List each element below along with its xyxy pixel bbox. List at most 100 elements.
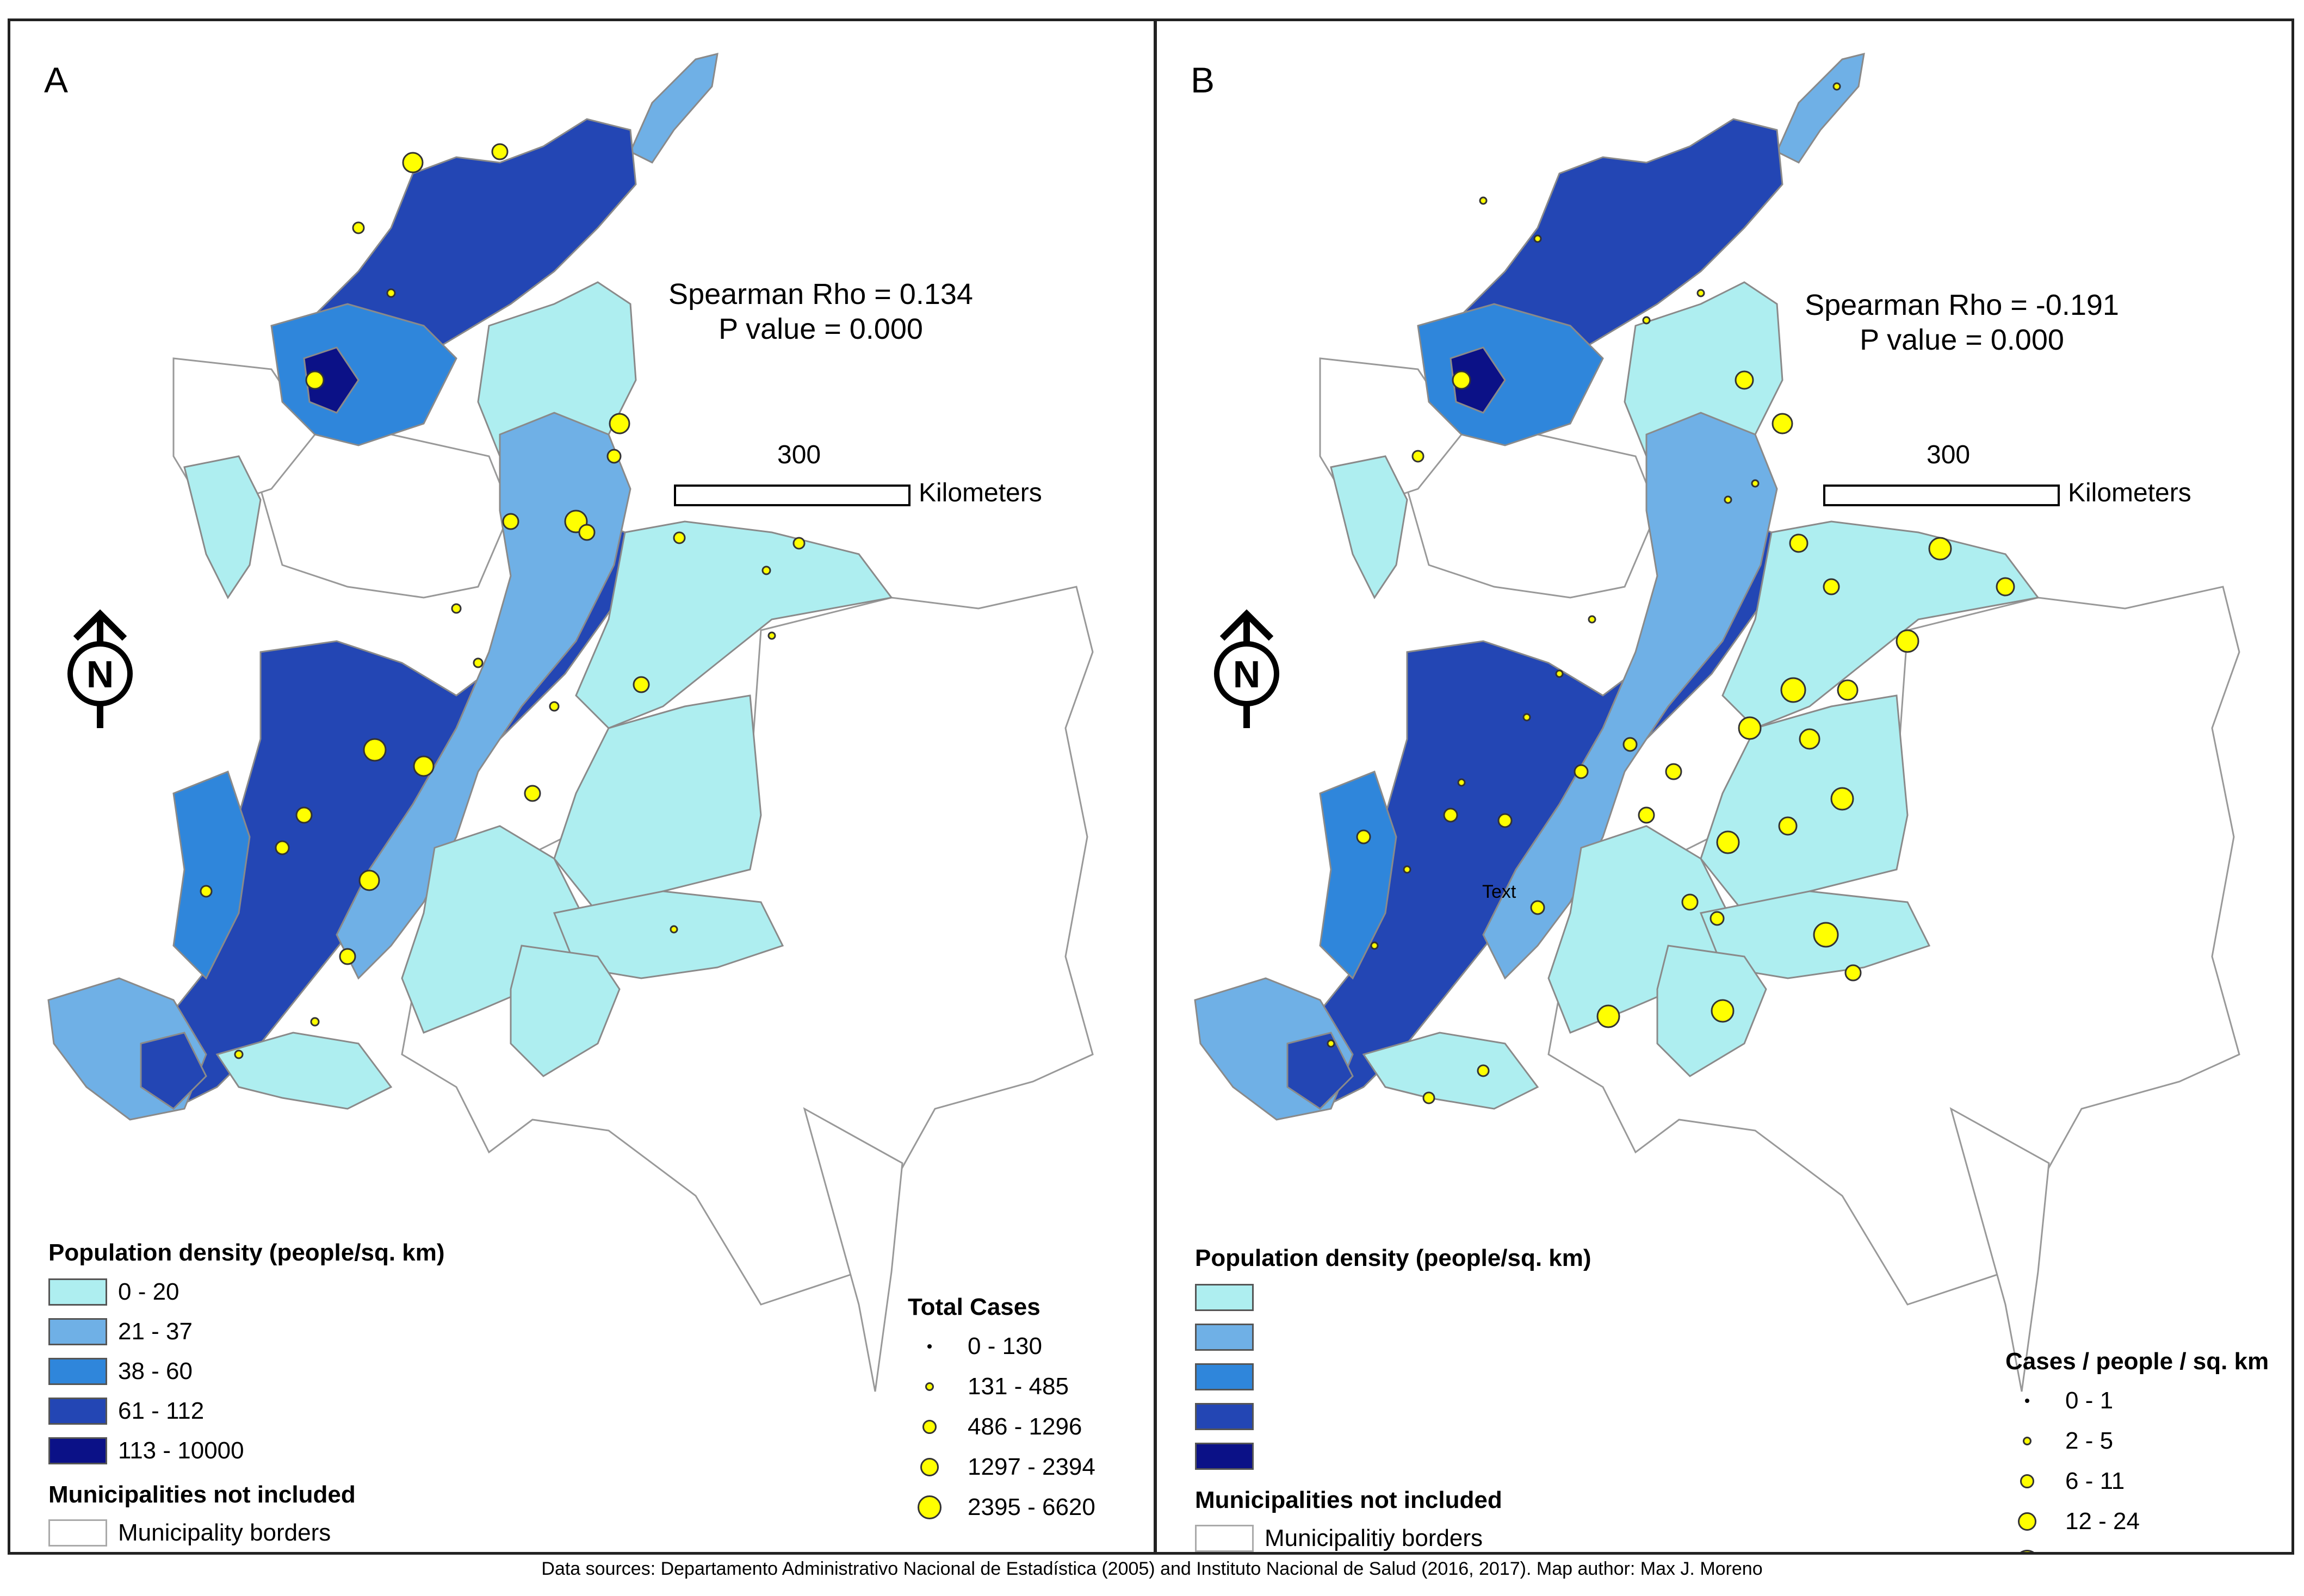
cordoba-dark xyxy=(303,346,360,414)
rate-class-label: 2 - 5 xyxy=(2065,1427,2114,1454)
north-arrow-icon: N xyxy=(67,609,133,728)
density-class xyxy=(1195,1277,1706,1317)
la-guajira xyxy=(629,52,719,164)
muni-title: Municipalities not included xyxy=(1195,1487,1502,1513)
map-b-canvas: Text xyxy=(1194,52,2240,1392)
rate-point xyxy=(1711,999,1735,1023)
cases-legend-title: Total Cases xyxy=(908,1294,1040,1320)
rate-point xyxy=(1789,533,1808,553)
density-class xyxy=(1195,1357,1706,1396)
density-class: 38 - 60 xyxy=(48,1351,560,1391)
rate-point xyxy=(1596,1004,1620,1028)
rate-point xyxy=(1896,629,1919,653)
case-point xyxy=(275,840,290,855)
putumayo xyxy=(1362,1032,1539,1110)
density-class: 113 - 10000 xyxy=(48,1431,560,1470)
density-legend: Population density (people/sq. km) Munic… xyxy=(1195,1239,1706,1552)
rate-point xyxy=(1403,865,1411,874)
density-class-label: 61 - 112 xyxy=(118,1397,205,1424)
andes-east xyxy=(336,412,631,980)
central-west-region xyxy=(259,412,512,599)
rate-class-label: 12 - 24 xyxy=(2065,1508,2140,1535)
rate-point xyxy=(1522,713,1531,722)
p-value: P value = 0.000 xyxy=(1860,324,2064,356)
spearman-rho: Spearman Rho = 0.134 xyxy=(668,278,973,310)
muni-label: Municipality borders xyxy=(118,1519,331,1546)
case-point xyxy=(761,566,771,575)
spearman-rho: Spearman Rho = -0.191 xyxy=(1805,289,2119,321)
density-swatch xyxy=(1195,1442,1254,1470)
rate-point xyxy=(1497,813,1513,828)
point-symbol-icon xyxy=(920,1458,939,1476)
rate-point xyxy=(1356,829,1371,844)
case-point xyxy=(767,631,776,640)
case-point xyxy=(524,785,541,802)
case-point xyxy=(670,925,678,934)
point-symbol-icon xyxy=(2018,1512,2036,1531)
density-class: 0 - 20 xyxy=(48,1272,560,1312)
rate-point xyxy=(1681,893,1699,911)
spearman-stats: Spearman Rho = -0.191 P value = 0.000 xyxy=(1793,288,2130,357)
pacific-choco xyxy=(183,455,262,599)
rate-class: 0 - 1 xyxy=(2005,1381,2269,1421)
rate-point xyxy=(1574,764,1589,779)
rate-point xyxy=(1724,495,1732,504)
north-arrow-icon: N xyxy=(1214,609,1279,728)
cases-legend: Total Cases 0 - 130 131 - 485 486 - 1296… xyxy=(908,1288,1095,1527)
case-point xyxy=(200,885,213,898)
density-legend-title: Population density (people/sq. km) xyxy=(1195,1245,1591,1271)
rate-point xyxy=(1477,1064,1490,1077)
rate-point xyxy=(1457,778,1466,787)
case-point xyxy=(578,524,596,541)
point-symbol-icon xyxy=(2023,1437,2032,1445)
rate-class: 2 - 5 xyxy=(2005,1421,2269,1461)
cases-class-label: 2395 - 6620 xyxy=(968,1494,1095,1520)
rate-point xyxy=(1799,728,1820,750)
llanos-east xyxy=(553,694,762,914)
map-panel-b: Text B Spearman Rho = -0.191 P value = 0… xyxy=(1154,18,2294,1555)
cases-class-label: 486 - 1296 xyxy=(968,1413,1082,1440)
scale-value: 300 xyxy=(777,440,821,469)
rate-legend: Cases / people / sq. km 0 - 1 2 - 5 6 - … xyxy=(2005,1343,2269,1552)
rate-point xyxy=(1370,941,1379,950)
rate-point xyxy=(1751,479,1760,488)
llanos-east xyxy=(1700,694,1909,914)
case-point xyxy=(549,701,560,712)
rate-point xyxy=(1844,964,1862,982)
rate-point xyxy=(1642,316,1651,325)
narino-dark xyxy=(140,1032,207,1110)
andes-east xyxy=(1482,412,1778,980)
pacific-coast xyxy=(172,771,251,980)
case-point xyxy=(491,143,509,160)
density-class: 61 - 112 xyxy=(48,1391,560,1431)
scale-bar-rect xyxy=(1823,485,2060,506)
rate-class-label: 6 - 11 xyxy=(2065,1468,2125,1494)
rate-point xyxy=(1479,196,1488,205)
case-point xyxy=(673,531,686,544)
point-symbol-icon xyxy=(2015,1550,2039,1552)
rate-point xyxy=(1555,669,1564,678)
rate-point xyxy=(1622,737,1638,752)
southern-trapezium xyxy=(1949,1107,2050,1392)
case-point xyxy=(352,221,365,234)
point-symbol-icon xyxy=(925,1382,934,1391)
rate-point xyxy=(1638,806,1655,824)
muni-legend-row: Municipalitiy borders xyxy=(1195,1519,1706,1552)
case-point xyxy=(792,537,806,550)
rate-point xyxy=(1696,289,1705,297)
southern-trapezium xyxy=(803,1107,903,1392)
density-swatch xyxy=(1195,1283,1254,1311)
pacific-choco xyxy=(1330,455,1408,599)
rate-point xyxy=(1716,830,1740,854)
rate-point xyxy=(1780,677,1806,703)
case-point xyxy=(339,948,356,965)
density-polygons xyxy=(47,52,893,1121)
density-class: 21 - 37 xyxy=(48,1312,560,1351)
rate-points xyxy=(1327,82,2015,1104)
case-point xyxy=(609,413,630,434)
rate-point xyxy=(1411,450,1424,463)
cordoba xyxy=(1417,303,1604,446)
amazon-south xyxy=(510,945,621,1077)
rate-point xyxy=(1327,1039,1335,1048)
rate-class: 12 - 24 xyxy=(2005,1501,2269,1542)
